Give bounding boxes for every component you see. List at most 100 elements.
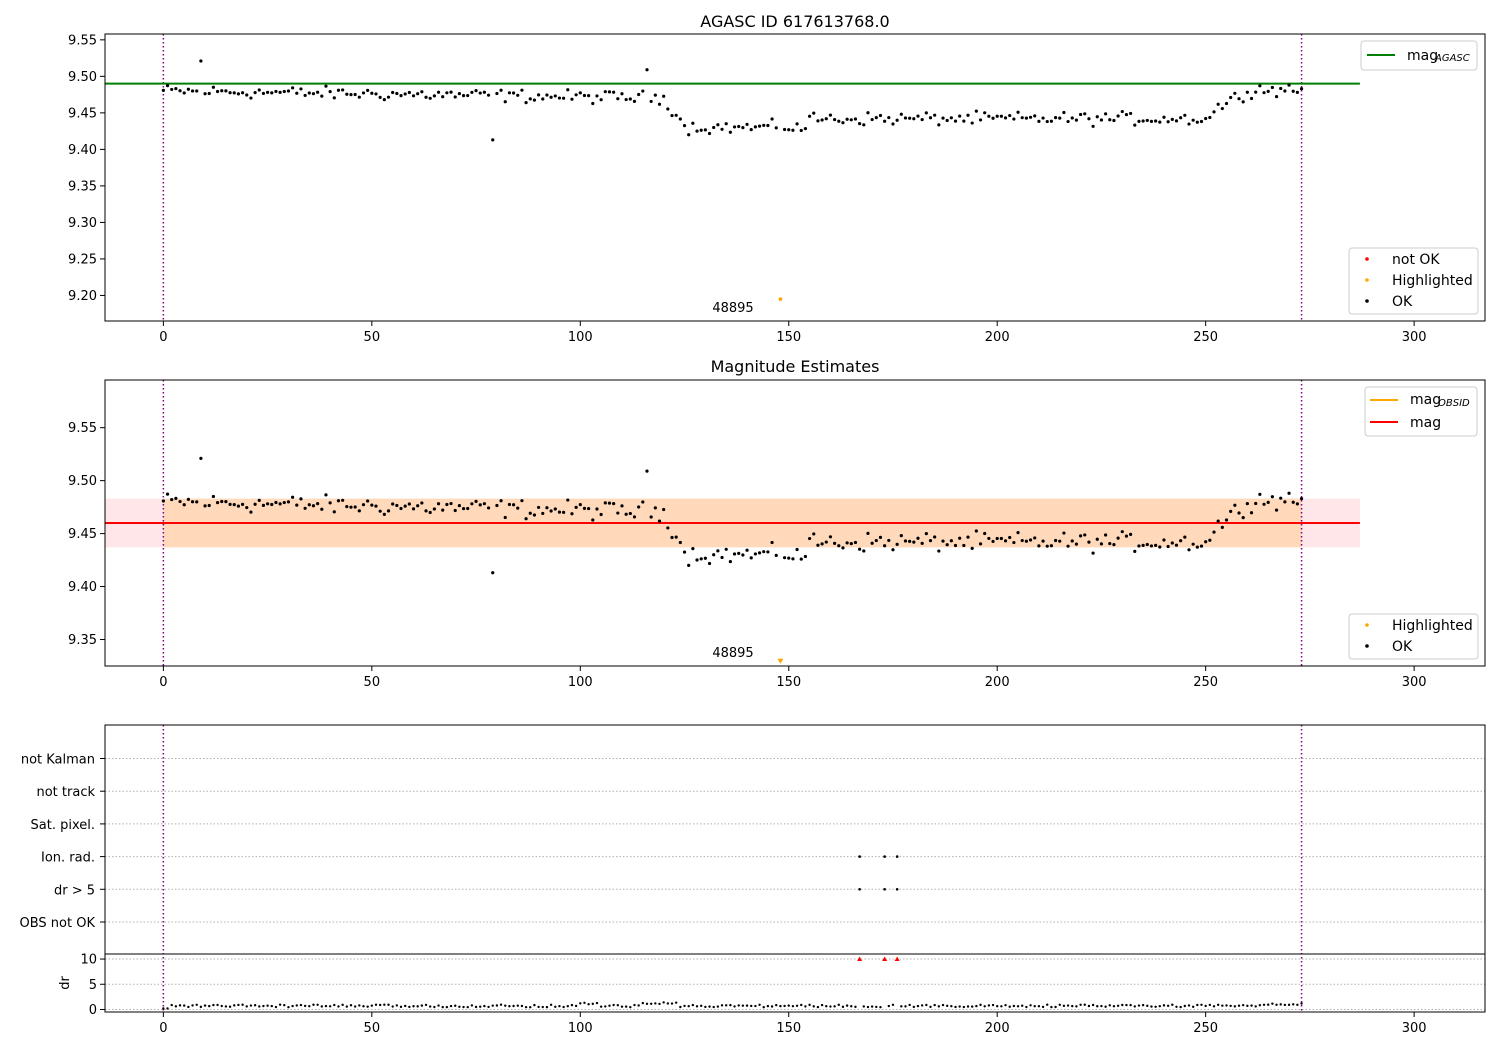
ok-point	[1099, 542, 1104, 546]
ok-point	[749, 127, 753, 132]
panel2-ytick-label: 9.40	[68, 580, 97, 595]
dr-point	[1129, 1003, 1132, 1007]
ok-point	[962, 119, 966, 123]
ok-point	[728, 560, 732, 564]
panel3-xtick-label: 250	[1193, 1021, 1218, 1036]
dr-point	[612, 1003, 615, 1007]
dr-point	[1187, 1004, 1191, 1007]
ok-point	[453, 508, 457, 513]
ok-point	[436, 502, 441, 506]
ok-point	[1137, 544, 1141, 548]
dr-ytick-label: 0	[89, 1003, 97, 1018]
highlighted-offscale-marker	[777, 658, 784, 664]
ok-point	[1087, 117, 1091, 121]
dr-point	[320, 1005, 323, 1008]
panel3-flag-labels: not Kalman not track Sat. pixel. Ion. rad. d…	[20, 753, 105, 931]
ok-point	[1024, 539, 1028, 543]
flag-point	[858, 888, 861, 891]
panel2-title: Magnitude Estimates	[711, 357, 880, 376]
ok-point	[620, 504, 624, 508]
panel1-obsid-annotation: 48895	[712, 301, 753, 316]
dr-point	[1296, 1003, 1299, 1007]
ok-point	[1003, 116, 1008, 120]
dr-point	[216, 1003, 219, 1007]
ok-point	[311, 504, 316, 508]
dr-point	[395, 1004, 399, 1007]
ok-point	[320, 94, 324, 98]
dr-clipped-marker	[894, 956, 900, 962]
ok-point	[1133, 549, 1137, 553]
dr-point	[1100, 1004, 1103, 1008]
dr-point	[1012, 1004, 1016, 1008]
dr-point	[458, 1005, 461, 1008]
ok-point	[966, 535, 970, 539]
dr-point	[658, 1002, 661, 1006]
ok-point	[1258, 84, 1262, 88]
ok-point	[937, 123, 941, 127]
dr-point	[441, 1005, 444, 1009]
dr-point	[353, 1005, 357, 1008]
ok-point	[511, 503, 516, 507]
ok-point	[632, 515, 637, 519]
dr-point	[203, 1004, 207, 1007]
ok-point	[787, 556, 791, 560]
dr-point	[1196, 1003, 1199, 1007]
ok-point	[441, 95, 445, 99]
ok-point	[874, 116, 878, 120]
dr-point	[162, 1007, 165, 1010]
dr-point	[466, 1005, 469, 1009]
ok-point	[1204, 116, 1208, 121]
panel1-legend-agasc: mag AGASC	[1360, 40, 1478, 71]
ok-point	[874, 538, 878, 543]
ok-point	[1274, 95, 1279, 99]
ok-point	[1078, 534, 1083, 538]
dr-point	[1191, 1005, 1195, 1008]
ok-point	[1058, 116, 1062, 120]
ok-point	[1091, 551, 1095, 555]
ok-point	[186, 497, 190, 501]
ok-point	[416, 504, 420, 508]
ok-point	[345, 92, 349, 96]
dr-point	[233, 1004, 236, 1007]
dr-point	[916, 1004, 920, 1008]
ok-point	[562, 510, 566, 514]
ok-point	[687, 563, 691, 567]
ok-point	[299, 87, 303, 91]
dr-point	[316, 1003, 319, 1006]
ok-point	[424, 95, 428, 99]
dr-point	[258, 1005, 261, 1008]
dr-point	[666, 1002, 670, 1005]
ok-point	[240, 91, 245, 95]
ok-point	[553, 507, 557, 511]
dr-point	[1258, 1004, 1262, 1007]
ok-point	[1137, 119, 1141, 123]
ok-point	[220, 89, 224, 93]
dr-point	[483, 1004, 486, 1008]
ok-point	[1162, 115, 1166, 119]
ok-point	[753, 552, 757, 556]
dr-point	[900, 1005, 903, 1008]
ok-point	[236, 504, 241, 508]
dr-point	[270, 1004, 273, 1008]
ok-point	[1129, 111, 1133, 116]
dr-point	[166, 1007, 169, 1010]
dr-point	[1025, 1005, 1028, 1009]
ok-point	[766, 123, 770, 128]
ok-point	[428, 510, 432, 515]
ok-point	[870, 117, 874, 122]
dr-point	[983, 1005, 986, 1008]
ok-point	[895, 118, 899, 122]
ok-point	[224, 500, 228, 504]
dr-point	[1058, 1003, 1061, 1006]
ok-point	[545, 506, 549, 510]
dr-point	[1121, 1003, 1124, 1007]
ok-point	[303, 506, 307, 510]
ok-point	[386, 509, 391, 513]
ok-point	[1141, 543, 1145, 547]
ok-point	[720, 555, 724, 560]
ok-point	[974, 109, 978, 113]
dr-point	[191, 1004, 194, 1007]
dr-point	[416, 1005, 419, 1008]
ok-point	[1141, 119, 1145, 123]
ok-point	[203, 92, 207, 96]
